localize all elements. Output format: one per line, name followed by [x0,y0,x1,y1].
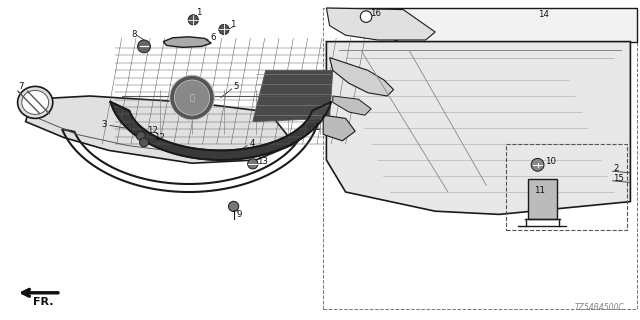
Text: FR.: FR. [33,297,54,308]
Text: 1: 1 [196,8,202,17]
Circle shape [136,132,145,140]
Text: 10: 10 [545,157,556,166]
Text: 5: 5 [234,82,239,91]
Ellipse shape [18,86,53,118]
Circle shape [219,24,229,35]
Text: 12: 12 [154,133,164,142]
Circle shape [228,201,239,212]
Polygon shape [326,42,630,214]
Text: 7: 7 [18,82,24,91]
Text: 14: 14 [538,10,548,19]
Polygon shape [326,8,637,42]
Text: 13: 13 [257,157,268,166]
Polygon shape [330,58,394,96]
Polygon shape [326,8,435,40]
Text: 8: 8 [131,30,137,39]
Text: 16: 16 [370,9,381,18]
Polygon shape [111,102,331,160]
Polygon shape [528,179,557,219]
Text: 9: 9 [237,210,242,219]
Circle shape [248,159,258,169]
Text: 2: 2 [613,164,619,173]
Polygon shape [26,96,294,163]
Polygon shape [323,115,355,141]
Text: Ⓐ: Ⓐ [189,93,195,102]
Circle shape [188,15,198,25]
Circle shape [140,138,148,147]
Text: 3: 3 [101,120,107,129]
Circle shape [531,158,544,171]
Text: 11: 11 [534,186,545,195]
Text: 1: 1 [314,123,319,132]
Circle shape [138,40,150,53]
Ellipse shape [170,75,214,120]
Text: 4: 4 [250,140,255,148]
Text: 6: 6 [210,33,216,42]
Text: TZ54B4500C: TZ54B4500C [574,303,624,312]
Text: 12: 12 [147,126,158,135]
Ellipse shape [22,90,49,114]
Polygon shape [253,70,333,122]
Text: 1: 1 [230,20,236,29]
Text: 15: 15 [613,174,624,183]
Circle shape [360,11,372,22]
Polygon shape [163,37,211,47]
Ellipse shape [174,80,210,115]
Polygon shape [333,96,371,115]
